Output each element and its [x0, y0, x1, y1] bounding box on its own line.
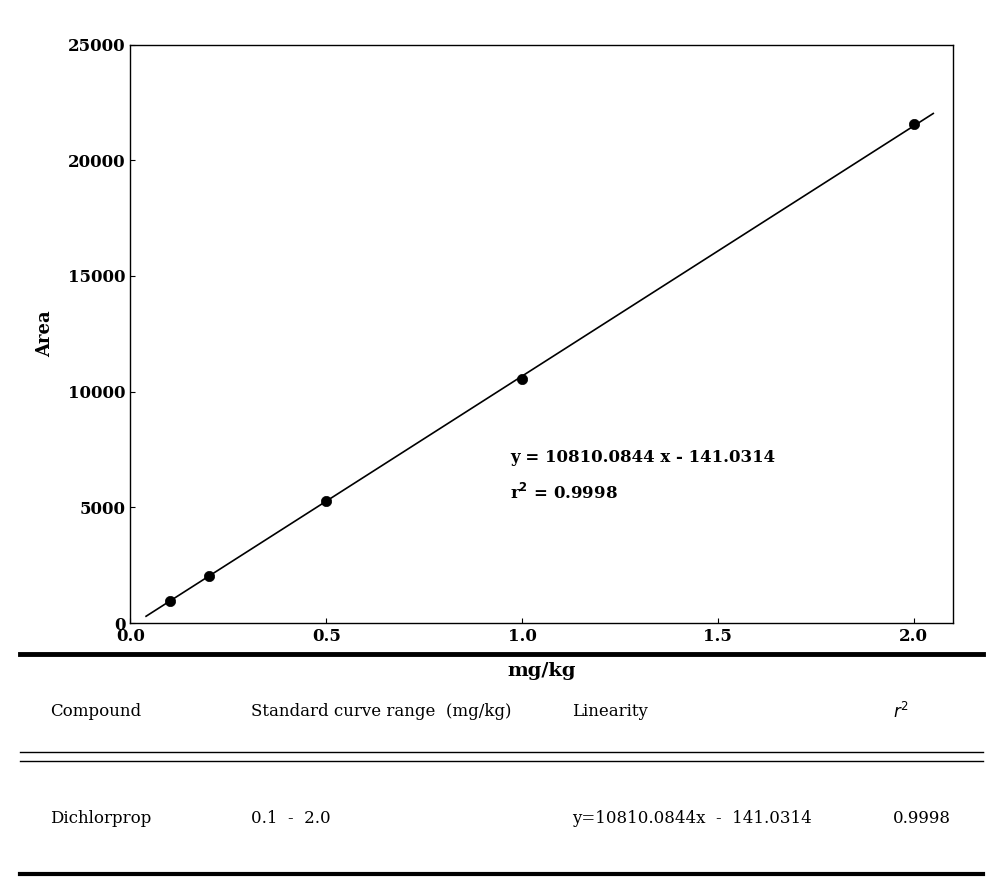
Text: 0.1  -  2.0: 0.1 - 2.0: [250, 810, 330, 828]
Text: Compound: Compound: [50, 703, 141, 721]
Point: [200, 569, 216, 583]
X-axis label: mg/kg: mg/kg: [507, 661, 575, 680]
Text: Linearity: Linearity: [571, 703, 647, 721]
Point: [905, 117, 921, 131]
Text: r$^{\mathbf{2}}$ = 0.9998: r$^{\mathbf{2}}$ = 0.9998: [510, 482, 617, 503]
Point: [513, 371, 529, 385]
Point: [161, 595, 177, 609]
Text: y = 10810.0844 x - 141.0314: y = 10810.0844 x - 141.0314: [510, 449, 775, 465]
Text: 0.9998: 0.9998: [892, 810, 950, 828]
Y-axis label: Area: Area: [36, 311, 54, 357]
Text: $r^2$: $r^2$: [892, 702, 908, 722]
Text: Dichlorprop: Dichlorprop: [50, 810, 151, 828]
Text: Standard curve range  (mg/kg): Standard curve range (mg/kg): [250, 703, 511, 721]
Text: y=10810.0844x  -  141.0314: y=10810.0844x - 141.0314: [571, 810, 811, 828]
Point: [318, 494, 334, 508]
